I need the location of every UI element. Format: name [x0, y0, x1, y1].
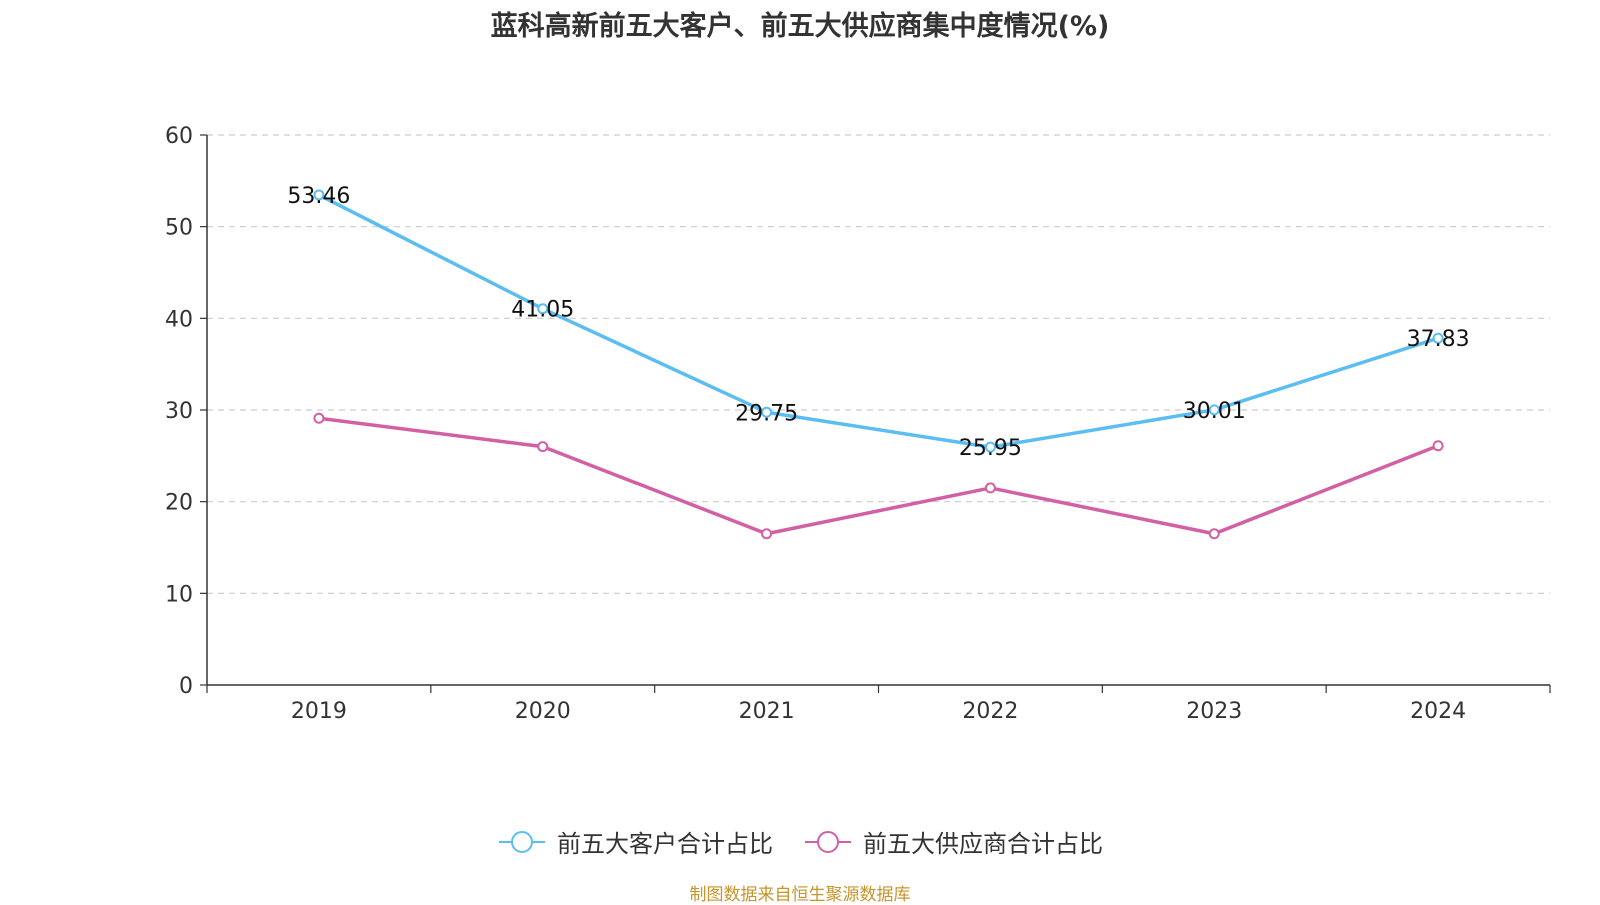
- data-point: [1432, 332, 1444, 344]
- x-tick-label: 2019: [291, 699, 347, 724]
- legend: 前五大客户合计占比 前五大供应商合计占比: [0, 824, 1600, 859]
- y-tick-label: 0: [179, 674, 193, 699]
- data-point: [537, 441, 549, 453]
- legend-item-customers[interactable]: 前五大客户合计占比: [497, 824, 773, 859]
- data-labels: 53.46 41.05 29.75 25.95 30.01 37.83: [287, 184, 1469, 461]
- x-tick-label: 2023: [1186, 699, 1242, 724]
- data-label: 37.83: [1407, 327, 1470, 352]
- y-tick-label: 40: [165, 307, 193, 332]
- axes: 0 10 20 30 40 50 60 2019 2020 2021 2022 2023 2024: [165, 124, 1551, 724]
- series-line-1: [318, 193, 1439, 449]
- data-point: [984, 482, 996, 494]
- data-point: [1208, 404, 1220, 416]
- data-label: 30.01: [1183, 399, 1246, 424]
- data-label: 41.05: [511, 298, 574, 323]
- series-layer: [313, 189, 1444, 540]
- legend-label-customers: 前五大客户合计占比: [557, 830, 773, 858]
- y-tick-label: 10: [165, 582, 193, 607]
- y-tick-label: 20: [165, 491, 193, 516]
- data-point: [761, 406, 773, 418]
- y-tick-label: 60: [165, 124, 193, 149]
- data-point: [313, 412, 325, 424]
- x-tick-label: 2022: [962, 699, 1018, 724]
- data-point: [984, 441, 996, 453]
- y-tick-label: 50: [165, 216, 193, 241]
- chart-title: 蓝科高新前五大客户、前五大供应商集中度情况(%): [490, 11, 1110, 42]
- line-chart: 0 10 20 30 40 50 60 2019 2020 2021 2022 2023 2024 53…: [165, 124, 1551, 724]
- data-label: 29.75: [735, 401, 798, 426]
- data-label: 53.46: [287, 184, 350, 209]
- legend-item-suppliers[interactable]: 前五大供应商合计占比: [803, 824, 1103, 859]
- data-label: 25.95: [959, 436, 1022, 461]
- x-tick-label: 2020: [515, 699, 571, 724]
- grid-lines: [207, 134, 1550, 594]
- legend-line-marker-icon: [805, 830, 851, 853]
- legend-line-marker-icon: [499, 830, 545, 853]
- series-line-2: [318, 416, 1439, 536]
- data-source-note: 制图数据来自恒生聚源数据库: [689, 885, 911, 905]
- data-point: [537, 303, 549, 315]
- data-point: [761, 528, 773, 540]
- data-point: [313, 189, 325, 201]
- data-point: [1208, 528, 1220, 540]
- x-tick-label: 2021: [739, 699, 795, 724]
- data-point: [1432, 440, 1444, 452]
- y-tick-label: 30: [165, 399, 193, 424]
- x-tick-label: 2024: [1410, 699, 1466, 724]
- legend-label-suppliers: 前五大供应商合计占比: [863, 830, 1103, 858]
